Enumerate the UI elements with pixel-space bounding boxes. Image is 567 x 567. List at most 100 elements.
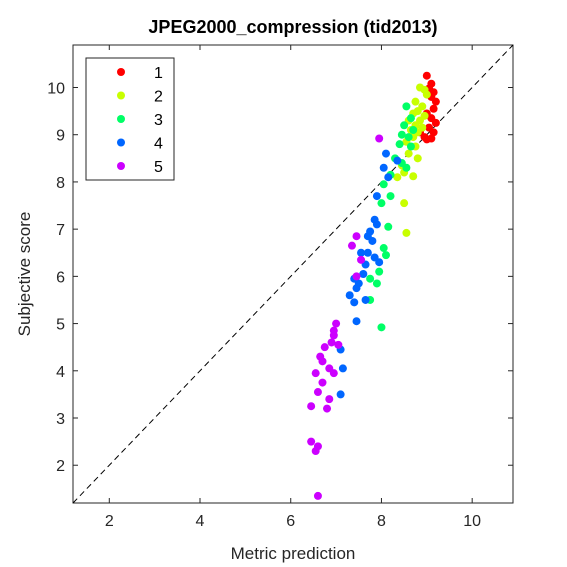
data-point-series-4 bbox=[357, 248, 366, 257]
y-tick-label: 7 bbox=[56, 222, 65, 239]
data-point-series-5 bbox=[329, 331, 338, 340]
data-point-series-5 bbox=[329, 369, 338, 378]
legend-marker-1 bbox=[117, 68, 125, 76]
data-point-series-3 bbox=[400, 121, 409, 130]
data-point-series-3 bbox=[395, 140, 404, 149]
data-point-series-4 bbox=[336, 390, 345, 399]
data-point-series-5 bbox=[352, 232, 361, 241]
data-point-series-3 bbox=[377, 199, 386, 208]
data-point-series-5 bbox=[357, 255, 366, 264]
data-point-series-2 bbox=[402, 228, 411, 237]
data-point-series-5 bbox=[332, 319, 341, 328]
data-point-series-2 bbox=[393, 173, 402, 182]
y-tick-label: 5 bbox=[56, 317, 65, 334]
data-points bbox=[307, 71, 440, 500]
data-point-series-2 bbox=[400, 199, 409, 208]
data-point-series-3 bbox=[402, 102, 411, 111]
data-point-series-5 bbox=[318, 378, 327, 387]
data-point-series-5 bbox=[323, 404, 332, 413]
data-point-series-3 bbox=[366, 274, 375, 283]
data-point-series-5 bbox=[311, 447, 320, 456]
legend-label-1: 1 bbox=[154, 65, 163, 82]
y-axis-label: Subjective score bbox=[15, 212, 34, 337]
data-point-series-3 bbox=[384, 222, 393, 231]
x-tick-label: 6 bbox=[286, 513, 295, 530]
reference-line-y-equals-x bbox=[72, 44, 514, 504]
data-point-series-4 bbox=[379, 163, 388, 172]
y-tick-label: 4 bbox=[56, 364, 65, 381]
data-point-series-4 bbox=[368, 236, 377, 245]
legend-marker-4 bbox=[117, 138, 125, 147]
y-tick-label: 6 bbox=[56, 269, 65, 286]
data-point-series-4 bbox=[384, 173, 393, 182]
data-point-series-4 bbox=[381, 149, 390, 158]
data-point-series-1 bbox=[431, 97, 440, 106]
legend-marker-2 bbox=[117, 91, 125, 100]
x-tick-label: 2 bbox=[105, 513, 114, 530]
data-point-series-2 bbox=[413, 154, 422, 163]
x-tick-label: 8 bbox=[377, 513, 386, 530]
data-point-series-4 bbox=[363, 248, 372, 257]
data-point-series-5 bbox=[307, 437, 316, 446]
data-point-series-1 bbox=[429, 104, 438, 113]
chart-title: JPEG2000_compression (tid2013) bbox=[148, 17, 437, 37]
data-point-series-3 bbox=[372, 279, 381, 288]
y-tick-label: 9 bbox=[56, 128, 65, 145]
legend-marker-3 bbox=[117, 115, 125, 123]
data-point-series-4 bbox=[345, 291, 354, 300]
data-point-series-4 bbox=[352, 317, 361, 326]
data-point-series-3 bbox=[381, 251, 390, 260]
y-tick-label: 2 bbox=[56, 458, 65, 475]
data-point-series-3 bbox=[379, 180, 388, 189]
x-tick-label: 4 bbox=[196, 513, 205, 530]
data-point-series-3 bbox=[377, 323, 386, 332]
y-tick-label: 3 bbox=[56, 411, 65, 428]
legend-label-2: 2 bbox=[154, 89, 163, 106]
legend-box bbox=[85, 57, 175, 181]
data-point-series-3 bbox=[386, 192, 395, 201]
data-point-series-2 bbox=[422, 90, 431, 99]
data-point-series-4 bbox=[350, 298, 359, 307]
data-point-series-5 bbox=[375, 134, 384, 143]
data-point-series-5 bbox=[347, 241, 356, 250]
data-point-series-5 bbox=[313, 491, 322, 500]
legend-label-3: 3 bbox=[154, 112, 163, 129]
data-point-series-2 bbox=[404, 149, 413, 158]
data-point-series-4 bbox=[361, 295, 370, 304]
data-point-series-2 bbox=[411, 97, 420, 106]
legend: 1 2 3 4 5 bbox=[85, 57, 175, 181]
data-point-series-3 bbox=[406, 142, 415, 151]
data-point-series-4 bbox=[352, 284, 361, 293]
data-point-series-5 bbox=[318, 357, 327, 366]
data-point-series-5 bbox=[352, 272, 361, 281]
data-point-series-3 bbox=[406, 114, 415, 123]
data-point-series-3 bbox=[397, 130, 406, 139]
data-point-series-2 bbox=[409, 172, 418, 181]
data-point-series-3 bbox=[409, 125, 418, 134]
legend-label-4: 4 bbox=[154, 136, 163, 153]
data-point-series-4 bbox=[393, 156, 402, 165]
x-tick-label: 10 bbox=[463, 513, 481, 530]
data-point-series-5 bbox=[327, 338, 336, 347]
data-point-series-4 bbox=[372, 192, 381, 201]
axis-ticks: 2 4 6 8 10 2 3 4 5 6 7 8 9 10 bbox=[47, 45, 513, 530]
x-axis-label: Metric prediction bbox=[231, 544, 356, 563]
data-point-series-3 bbox=[375, 267, 384, 276]
legend-marker-5 bbox=[117, 162, 125, 170]
data-point-series-5 bbox=[320, 343, 329, 352]
y-tick-label: 10 bbox=[47, 80, 65, 97]
data-point-series-5 bbox=[334, 340, 343, 349]
data-point-series-3 bbox=[404, 133, 413, 142]
data-point-series-5 bbox=[325, 395, 334, 404]
legend-label-5: 5 bbox=[154, 159, 163, 176]
data-point-series-5 bbox=[313, 388, 322, 397]
data-point-series-4 bbox=[370, 215, 379, 224]
y-tick-label: 8 bbox=[56, 175, 65, 192]
data-point-series-4 bbox=[375, 258, 384, 267]
data-point-series-4 bbox=[359, 270, 368, 278]
data-point-series-1 bbox=[427, 134, 436, 143]
data-point-series-4 bbox=[338, 364, 347, 373]
data-point-series-1 bbox=[422, 71, 431, 80]
data-point-series-1 bbox=[429, 128, 438, 137]
